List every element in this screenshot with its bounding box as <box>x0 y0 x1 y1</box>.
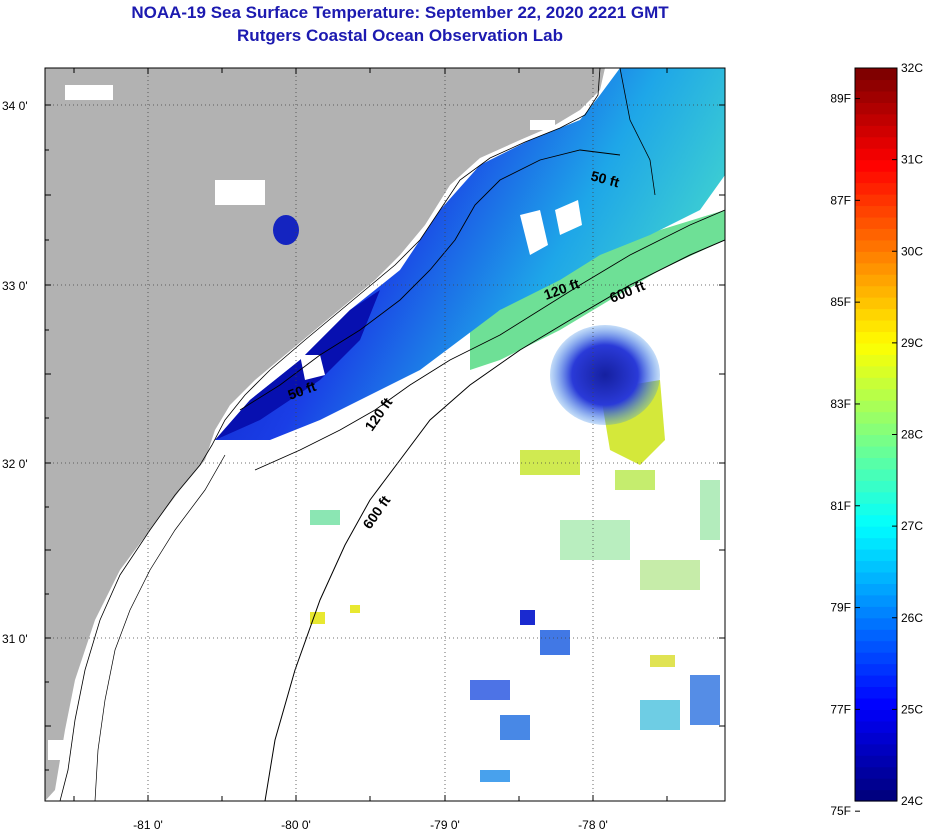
lat-label-31: 31 0' <box>2 632 28 646</box>
coastline <box>59 68 601 801</box>
lat-label-34: 34 0' <box>2 99 28 113</box>
land <box>45 68 605 801</box>
lon-label-79: -79 0' <box>430 818 460 832</box>
lat-label-32: 32 0' <box>2 457 28 471</box>
water-warm-shelf <box>470 210 725 370</box>
map-frame <box>44 67 726 802</box>
lon-label-80: -80 0' <box>281 818 311 832</box>
inland-lake <box>273 215 299 245</box>
lat-label-33: 33 0' <box>2 279 28 293</box>
inner-coastline <box>94 454 226 801</box>
water-nearshore <box>215 290 380 440</box>
map-title: NOAA-19 Sea Surface Temperature: Septemb… <box>131 3 669 22</box>
cloud-patches <box>48 85 582 760</box>
lon-label-78: -78 0' <box>578 818 608 832</box>
isobath-120ft <box>254 209 725 471</box>
scattered-sst-pixels <box>310 450 720 782</box>
lon-label-81: -81 0' <box>133 818 163 832</box>
isobath-600ft <box>264 239 725 801</box>
cold-eddy <box>550 325 660 425</box>
graticule <box>45 68 725 801</box>
tick-marks <box>45 68 725 801</box>
contour-label-50ft: 50 ft <box>589 167 621 190</box>
isobath-50ft <box>239 149 621 411</box>
map-subtitle: Rutgers Coastal Ocean Observation Lab <box>237 26 563 45</box>
barrier-island-line <box>619 68 656 196</box>
